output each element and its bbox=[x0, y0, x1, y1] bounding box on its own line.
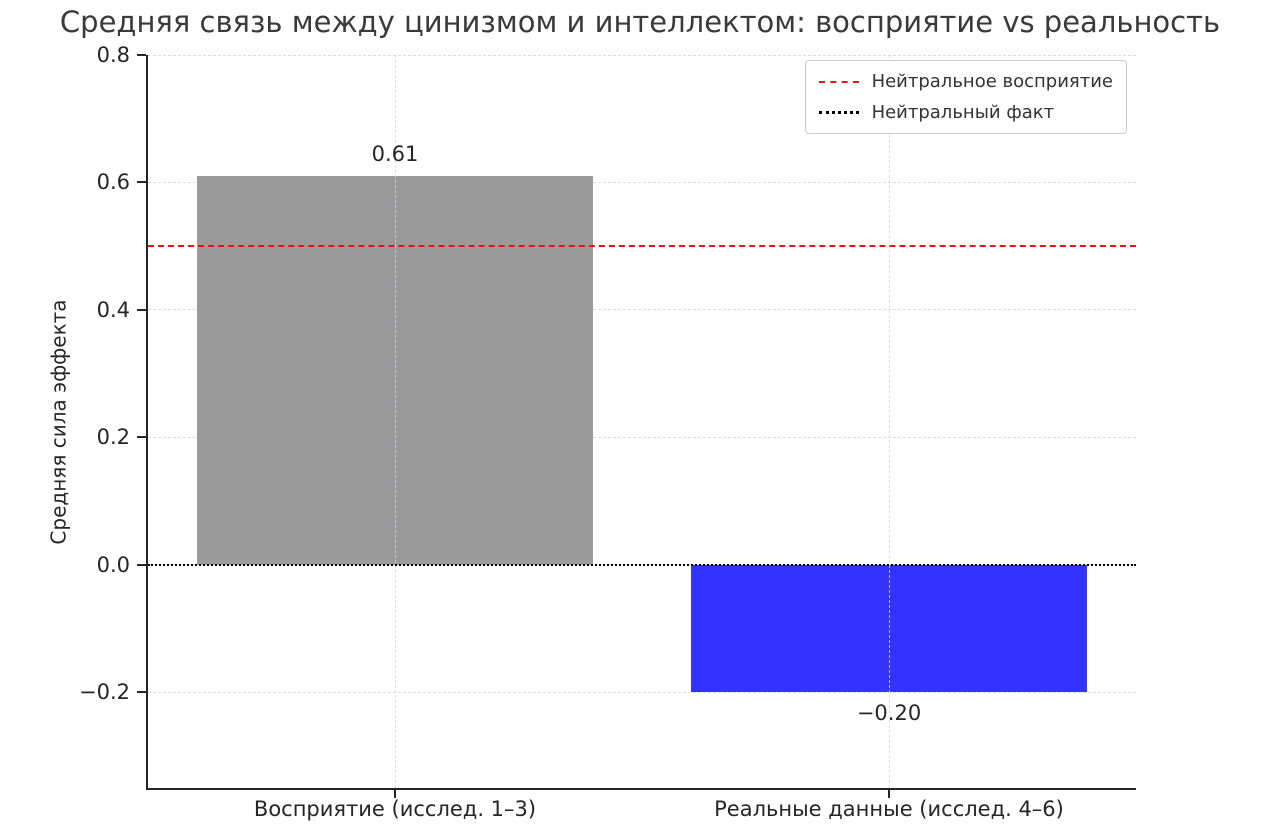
x-tick-mark bbox=[394, 790, 396, 798]
chart-title: Средняя связь между цинизмом и интеллект… bbox=[59, 5, 1221, 39]
bar-value-label: 0.61 bbox=[371, 142, 419, 167]
y-tick-mark bbox=[137, 691, 146, 694]
x-gridline bbox=[888, 55, 890, 788]
y-tick-mark bbox=[137, 563, 146, 566]
y-tick-label: 0.4 bbox=[96, 297, 130, 322]
black-dotted-line-icon bbox=[818, 111, 859, 114]
y-tick-label: 0.6 bbox=[96, 170, 130, 195]
y-tick-mark bbox=[137, 54, 146, 56]
y-gridline bbox=[148, 54, 1136, 56]
legend-label-neutral-fact: Нейтральный факт bbox=[871, 102, 1055, 123]
neutral-perception-line bbox=[148, 245, 1136, 248]
x-tick-mark bbox=[888, 790, 890, 798]
legend-item-neutral-fact: Нейтральный факт bbox=[818, 102, 1113, 123]
red-dashed-line-icon bbox=[818, 80, 859, 83]
y-tick-label: 0.8 bbox=[96, 43, 130, 67]
y-tick-label: 0.0 bbox=[96, 552, 130, 577]
y-tick-label: 0.2 bbox=[96, 425, 130, 450]
y-tick-mark bbox=[137, 436, 146, 439]
y-axis-label: Средняя сила эффекта bbox=[47, 298, 71, 545]
y-tick-mark bbox=[137, 181, 146, 184]
legend: Нейтральное восприятие Нейтральный факт bbox=[804, 60, 1127, 134]
y-gridline bbox=[148, 309, 1136, 311]
y-gridline bbox=[148, 181, 1136, 183]
bar-value-label: −0.20 bbox=[856, 701, 922, 726]
y-gridline bbox=[148, 691, 1136, 693]
legend-item-neutral-perception: Нейтральное восприятие bbox=[818, 71, 1113, 92]
legend-label-neutral-perception: Нейтральное восприятие bbox=[871, 71, 1113, 92]
x-gridline bbox=[394, 55, 396, 788]
plot-area: Нейтральное восприятие Нейтральный факт … bbox=[146, 54, 1136, 790]
neutral-fact-line bbox=[148, 563, 1136, 566]
x-tick-label: Реальные данные (исслед. 4–6) bbox=[714, 797, 1064, 821]
y-tick-label: −0.2 bbox=[79, 680, 130, 705]
y-tick-mark bbox=[137, 308, 146, 311]
y-gridline bbox=[148, 436, 1136, 438]
x-tick-label: Восприятие (исслед. 1–3) bbox=[253, 797, 537, 821]
